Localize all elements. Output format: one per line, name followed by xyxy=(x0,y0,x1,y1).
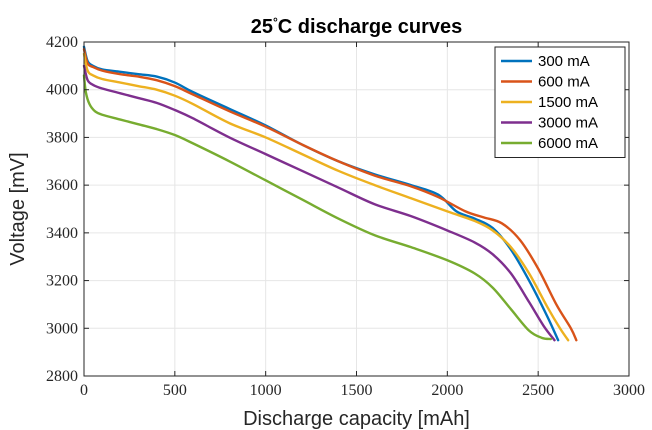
chart-title-rest: C discharge curves xyxy=(278,16,463,38)
series-line-1500-ma xyxy=(82,52,570,342)
y-tick-label: 3800 xyxy=(46,129,78,146)
y-tick-label: 4200 xyxy=(46,34,78,51)
legend-label: 300 mA xyxy=(538,53,590,70)
y-tick-label: 3000 xyxy=(46,320,78,337)
y-tick-label: 3400 xyxy=(46,225,78,242)
legend-label: 1500 mA xyxy=(538,94,598,111)
x-tick-label: 1000 xyxy=(250,382,282,399)
x-tick-label: 2000 xyxy=(431,382,463,399)
series-line-6000-ma xyxy=(82,74,553,341)
legend: 300 mA 600 mA 1500 mA 3000 mA 6000 mA xyxy=(494,46,626,158)
tick-layer: 0 500 1000 1500 2000 2500 3000 2800 3000 3200 3400… xyxy=(46,34,645,399)
legend-label: 6000 mA xyxy=(538,135,598,152)
y-tick-label: 2800 xyxy=(46,368,78,385)
y-axis-label: Voltage [mV] xyxy=(7,152,29,265)
x-axis-label: Discharge capacity [mAh] xyxy=(243,408,470,430)
y-tick-label: 3200 xyxy=(46,273,78,290)
x-tick-label: 3000 xyxy=(613,382,645,399)
y-tick-label: 4000 xyxy=(46,82,78,99)
x-tick-label: 2500 xyxy=(522,382,554,399)
series-line-600-ma xyxy=(82,47,578,342)
legend-label: 600 mA xyxy=(538,74,590,91)
chart-title: 25°C discharge curves xyxy=(251,15,463,38)
x-tick-label: 500 xyxy=(163,382,187,399)
x-tick-label: 1500 xyxy=(341,382,373,399)
legend-label: 3000 mA xyxy=(538,115,598,132)
series-line-300-ma xyxy=(82,45,560,342)
series-layer xyxy=(82,45,578,342)
chart-title-degree: ° xyxy=(273,15,278,29)
x-tick-label: 0 xyxy=(80,382,88,399)
y-tick-label: 3600 xyxy=(46,177,78,194)
series-line-3000-ma xyxy=(82,64,556,342)
chart-title-number: 25 xyxy=(251,16,273,38)
